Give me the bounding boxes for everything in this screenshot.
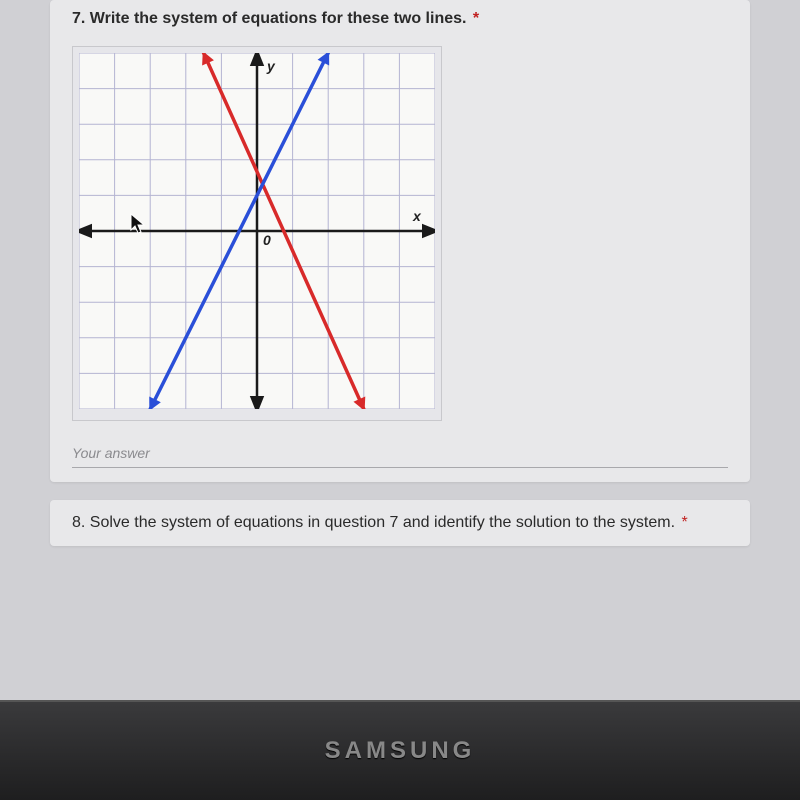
screen-area: 7. Write the system of equations for the… bbox=[0, 0, 800, 700]
question-8-prompt: 8. Solve the system of equations in ques… bbox=[72, 514, 728, 532]
svg-text:0: 0 bbox=[263, 232, 271, 248]
answer-placeholder: Your answer bbox=[72, 445, 150, 461]
brand-label: SAMSUNG bbox=[325, 737, 476, 765]
q8-number: 8. bbox=[72, 514, 85, 531]
monitor-bezel: SAMSUNG bbox=[0, 700, 800, 800]
q7-number: 7. bbox=[72, 10, 85, 27]
question-7-prompt: 7. Write the system of equations for the… bbox=[72, 10, 728, 28]
graph-container: 0 x y bbox=[72, 46, 442, 421]
q8-text: Solve the system of equations in questio… bbox=[90, 514, 675, 531]
q7-text: Write the system of equations for these … bbox=[90, 10, 467, 27]
svg-text:y: y bbox=[266, 58, 276, 74]
q7-required: * bbox=[473, 10, 479, 27]
answer-input-row[interactable]: Your answer bbox=[72, 445, 728, 468]
question-8-card: 8. Solve the system of equations in ques… bbox=[50, 500, 750, 546]
question-7-card: 7. Write the system of equations for the… bbox=[50, 0, 750, 482]
q8-required: * bbox=[681, 514, 687, 531]
two-lines-graph: 0 x y bbox=[79, 53, 435, 409]
svg-text:x: x bbox=[412, 208, 422, 224]
